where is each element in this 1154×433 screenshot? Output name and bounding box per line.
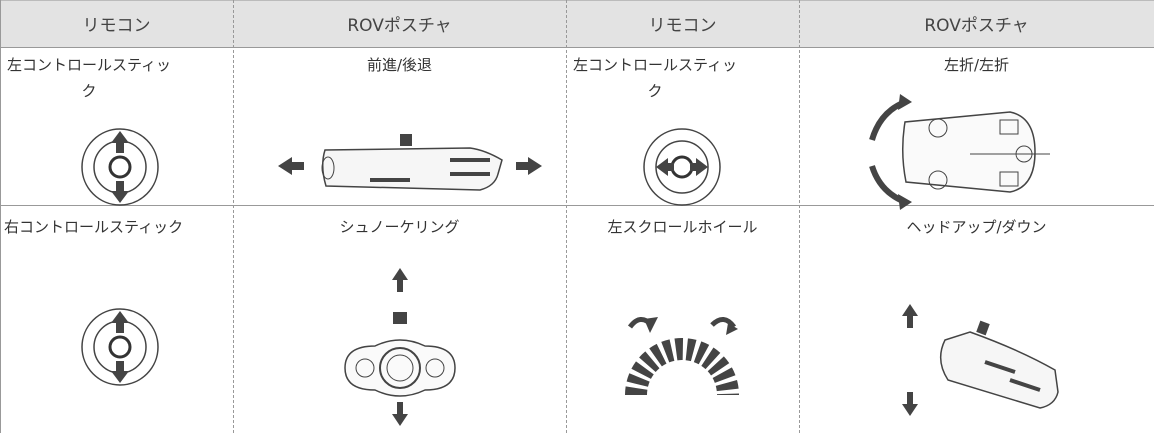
- header-cell: ROVポスチャ: [233, 0, 566, 47]
- rule: [566, 0, 567, 433]
- rule: [0, 205, 1154, 206]
- cell-text: 右コントロールスティック: [4, 218, 184, 236]
- header-cell: リモコン: [566, 0, 799, 47]
- joystick-icon: [81, 308, 159, 386]
- rov-front-icon: [344, 268, 456, 426]
- cell-text: ヘッドアップ/ダウン: [906, 218, 1047, 236]
- rule: [799, 0, 800, 433]
- cell-text: 左折/左折: [943, 56, 1010, 74]
- scroll-wheel-icon: [625, 317, 739, 396]
- rule: [0, 0, 1154, 1]
- cell-text: シュノーケリング: [339, 218, 460, 236]
- rule: [233, 0, 234, 433]
- joystick-icon: [643, 128, 721, 206]
- header-cell: リモコン: [0, 0, 233, 47]
- header-cell: ROVポスチャ: [799, 0, 1154, 47]
- cell-text: 左コントロールスティック: [6, 56, 172, 100]
- rule: [0, 47, 1154, 48]
- joystick-icon: [81, 128, 159, 206]
- rov-side-icon: [278, 134, 542, 191]
- cell-text: 左コントロールスティック: [572, 56, 738, 100]
- rov-tilt-icon: [902, 304, 1059, 416]
- cell-text: 左スクロールホイール: [607, 218, 758, 236]
- rov-top-icon: [869, 94, 1050, 210]
- rule: [0, 0, 1, 433]
- cell-text: 前進/後退: [366, 56, 433, 74]
